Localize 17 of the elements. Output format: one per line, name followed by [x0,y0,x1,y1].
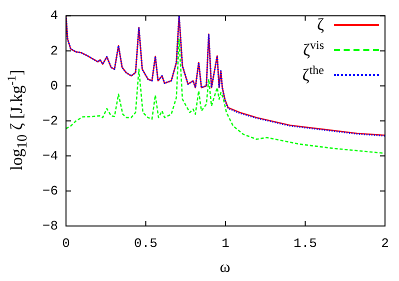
line-series [66,38,385,154]
y-tick-label: −8 [42,218,58,234]
y-tick-label: −6 [42,183,58,198]
y-tick-label: 4 [50,8,58,24]
x-tick-label: 0.5 [134,236,158,252]
legend-label: ζ$^{the}$ [302,63,324,86]
x-axis-title: ω [220,259,230,277]
x-tick-label: 2 [381,236,389,252]
x-tick-label: 0 [62,236,70,252]
y-tick-label: −4 [42,148,58,164]
y-tick-label: 2 [50,43,58,58]
legend-label: ζ$^{vis}$ [302,38,324,61]
y-tick-label: 0 [50,78,58,94]
legend-label: ζ [316,14,324,34]
y-tick-label: −2 [42,113,58,128]
x-tick-label: 1.5 [294,236,317,252]
x-tick-label: 1 [222,236,230,252]
